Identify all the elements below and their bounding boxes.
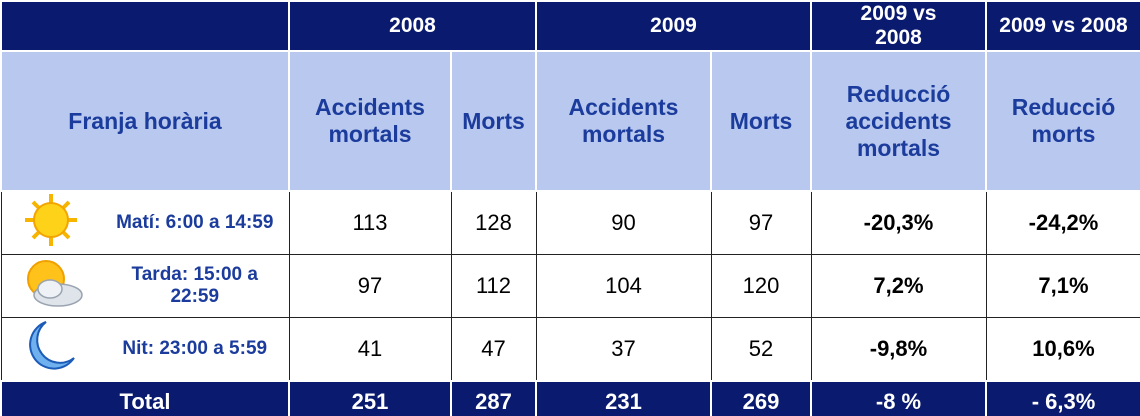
cell: -9,8% — [810, 317, 987, 382]
data-row: Tarda: 15:00 a 22:59 97 112 104 120 7,2%… — [0, 254, 1140, 318]
row-label: Tarda: 15:00 a 22:59 — [101, 254, 290, 318]
header-cell: Reducció morts — [985, 50, 1140, 192]
data-row: Matí: 6:00 a 14:59 113 128 90 97 -20,3% … — [0, 190, 1140, 255]
cell: 269 — [710, 380, 812, 416]
cell: 90 — [535, 190, 712, 255]
header-cell: 2009 vs 2008 — [985, 0, 1140, 52]
icon-cell — [0, 317, 101, 382]
cell: 104 — [535, 254, 712, 318]
row-label: Nit: 23:00 a 5:59 — [101, 317, 290, 382]
row-label: Matí: 6:00 a 14:59 — [101, 190, 290, 255]
cell: 41 — [288, 317, 452, 382]
cell: -20,3% — [810, 190, 987, 255]
cell: 52 — [710, 317, 812, 382]
header-cell: Accidents mortals — [288, 50, 452, 192]
cell: 112 — [450, 254, 537, 318]
cell: 231 — [535, 380, 712, 416]
moon-icon — [29, 321, 76, 370]
header-cell: Morts — [710, 50, 812, 192]
cell: 47 — [450, 317, 537, 382]
header-cell: Franja horària — [0, 50, 290, 192]
header-row: Franja horària Accidents mortals Morts A… — [0, 50, 1140, 192]
cell: -24,2% — [985, 190, 1140, 255]
cell: - 6,3% — [985, 380, 1140, 416]
header-cell: Accidents mortals — [535, 50, 712, 192]
cell: 113 — [288, 190, 452, 255]
total-row: Total 251 287 231 269 -8 % - 6,3% — [0, 380, 1140, 416]
cell: 97 — [710, 190, 812, 255]
cell: 287 — [450, 380, 537, 416]
header-cell: 2009 — [535, 0, 812, 52]
sun-icon — [25, 194, 78, 246]
cloud-sun-icon — [27, 260, 83, 307]
total-label: Total — [0, 380, 290, 416]
header-cell — [0, 0, 290, 52]
header-cell: 2008 — [288, 0, 537, 52]
header-cell: Reducció accidents mortals — [810, 50, 987, 192]
cell: 7,2% — [810, 254, 987, 318]
cell: 7,1% — [985, 254, 1140, 318]
cell: 97 — [288, 254, 452, 318]
data-row: Nit: 23:00 a 5:59 41 47 37 52 -9,8% 10,6… — [0, 317, 1140, 382]
cell: -8 % — [810, 380, 987, 416]
cell: 120 — [710, 254, 812, 318]
cell: 128 — [450, 190, 537, 255]
header-cell: Morts — [450, 50, 537, 192]
cell: 37 — [535, 317, 712, 382]
cell: 251 — [288, 380, 452, 416]
header-cell: 2009 vs 2008 — [810, 0, 987, 52]
icon-cell — [0, 190, 101, 255]
cell: 10,6% — [985, 317, 1140, 382]
header-row: 2008 2009 2009 vs 2008 2009 vs 2008 — [0, 0, 1140, 52]
icon-cell — [0, 254, 101, 318]
